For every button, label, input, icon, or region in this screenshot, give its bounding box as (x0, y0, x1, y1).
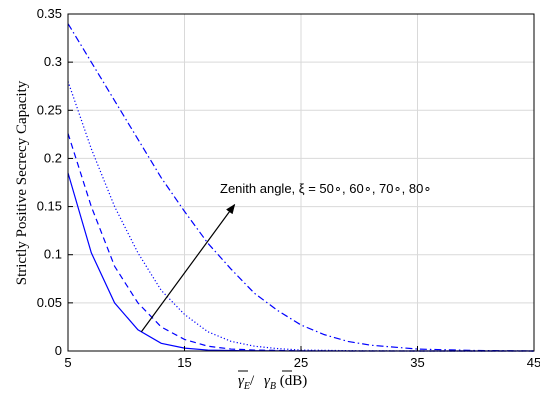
x-label-gamma-b: γ (264, 373, 271, 389)
x-label-sub-e: E (243, 381, 250, 392)
y-tick-label: 0.3 (44, 54, 62, 69)
series-line-3-dotted (67, 81, 534, 352)
y-tick-label: 0.05 (37, 295, 62, 310)
x-tick-label: 15 (177, 355, 191, 370)
y-tick-label: 0 (55, 343, 62, 358)
y-tick-label: 0.1 (44, 247, 62, 262)
series-line-2-dashed (67, 133, 534, 352)
y-tick-label: 0.15 (37, 199, 62, 214)
x-tick-label: 35 (410, 355, 424, 370)
y-axis-label: Strictly Positive Secrecy Capacity (14, 80, 30, 285)
x-tick-label: 45 (527, 355, 540, 370)
x-axis: 5 15 25 35 45 (64, 346, 540, 370)
annotation: Zenith angle, ξ = 50∘, 60∘, 70∘, 80∘ (140, 181, 431, 333)
x-label-gamma-e: γ (238, 373, 245, 389)
x-axis-label: γE/ γB (dB) (238, 370, 307, 392)
x-tick-label: 25 (294, 355, 308, 370)
annotation-arrow (140, 203, 236, 333)
y-tick-label: 0.35 (37, 6, 62, 21)
y-axis: 0 0.05 0.1 0.15 0.2 0.25 0.3 0.35 (37, 6, 73, 358)
x-label-sub-b: B (270, 381, 276, 392)
annotation-text: Zenith angle, ξ = 50∘, 60∘, 70∘, 80∘ (220, 181, 431, 196)
grid (68, 14, 534, 351)
x-label-unit: (dB) (276, 373, 307, 389)
series-line-4-dashdot (67, 23, 535, 352)
svg-text:γE/ γB (dB): γE/ γB (dB) (238, 373, 307, 392)
y-tick-label: 0.2 (44, 150, 62, 165)
y-tick-label: 0.25 (37, 102, 62, 117)
x-label-slash: / (250, 373, 258, 389)
x-tick-label: 5 (64, 355, 71, 370)
